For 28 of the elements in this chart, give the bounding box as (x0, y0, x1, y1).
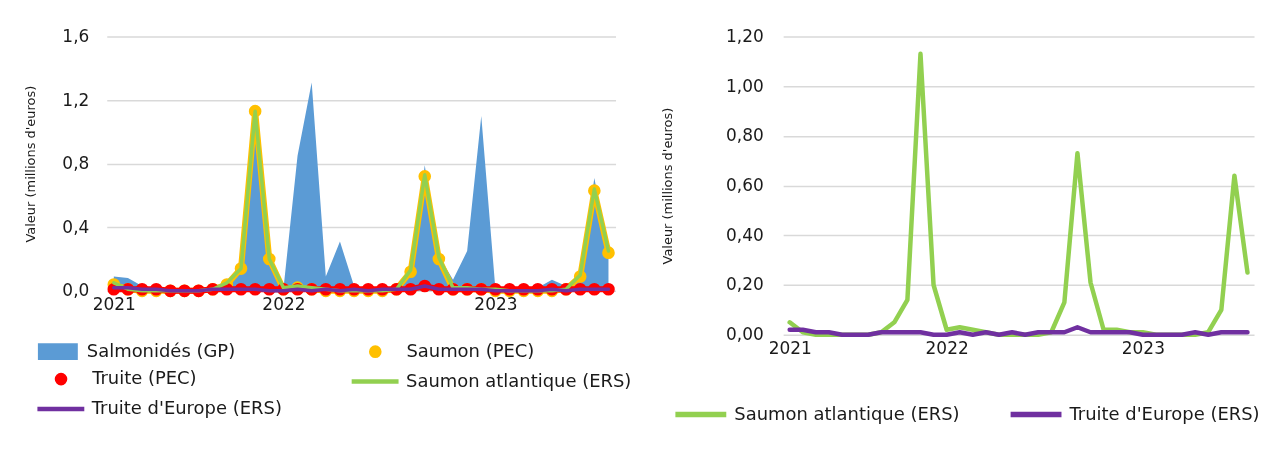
y-tick-label: 0,4 (62, 216, 90, 237)
y-tick-label: 0,8 (62, 153, 90, 174)
legend-label: Truite (PEC) (91, 367, 197, 389)
x-tick-label: 2022 (925, 338, 969, 359)
y-axis-title: Valeur (millions d'euros) (660, 107, 676, 265)
y-tick-label: 1,6 (62, 25, 90, 46)
x-tick-label: 2023 (1121, 338, 1165, 359)
y-tick-label: 1,00 (725, 75, 764, 96)
x-tick-label: 2022 (262, 294, 306, 315)
y-tick-label: 0,60 (725, 175, 764, 196)
y-tick-label: 0,20 (725, 274, 764, 295)
line-series (787, 325, 1250, 337)
y-axis-title: Valeur (millions d'euros) (23, 85, 39, 243)
x-tick-label: 2023 (474, 294, 518, 315)
legend-label: Saumon atlantique (ERS) (406, 369, 632, 391)
x-tick-label: 2021 (92, 294, 136, 315)
legend-label: Saumon atlantique (ERS) (734, 402, 960, 424)
y-tick-label: 0,80 (725, 125, 764, 146)
legend-label: Saumon (PEC) (406, 339, 535, 361)
legend-label: Truite d'Europe (ERS) (90, 397, 282, 419)
y-tick-label: 0,00 (725, 324, 764, 345)
y-tick-label: 1,20 (725, 25, 764, 46)
y-tick-label: 0,40 (725, 224, 764, 245)
y-tick-label: 0,0 (62, 280, 90, 301)
legend-label: Truite d'Europe (ERS) (1068, 402, 1260, 424)
x-tick-label: 2021 (768, 338, 812, 359)
legend-label: Salmonidés (GP) (86, 339, 236, 361)
y-tick-label: 1,2 (62, 89, 90, 110)
